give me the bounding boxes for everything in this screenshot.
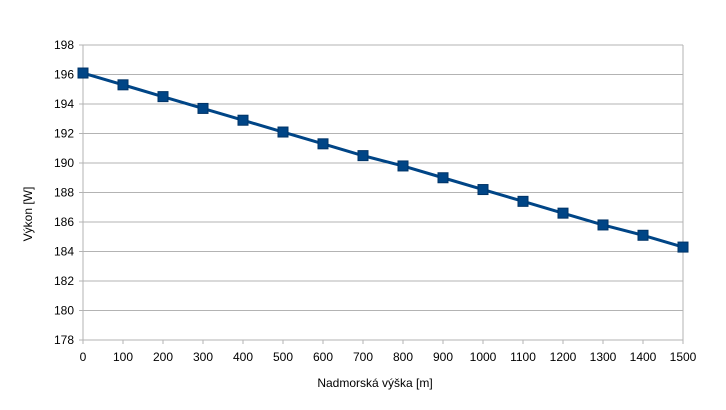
data-point xyxy=(477,184,489,196)
x-tick-label: 1200 xyxy=(550,350,577,364)
data-point xyxy=(117,79,129,91)
x-tick-label: 100 xyxy=(113,350,133,364)
y-tick-label: 182 xyxy=(54,274,74,288)
y-tick-label: 178 xyxy=(54,333,74,347)
data-point xyxy=(597,219,609,231)
y-tick-label: 188 xyxy=(54,186,74,200)
data-point xyxy=(677,241,689,253)
series-line xyxy=(82,71,684,249)
x-tick-label: 400 xyxy=(233,350,253,364)
data-point xyxy=(77,67,89,79)
x-tick-label: 1300 xyxy=(590,350,617,364)
y-tick-label: 192 xyxy=(54,127,74,141)
y-tick-label: 194 xyxy=(54,97,74,111)
x-tick-label: 0 xyxy=(80,350,87,364)
x-tick-label: 200 xyxy=(153,350,173,364)
tick-labels: 178 180 182 184 186 188 190 192 194 196 198 0 100 200… xyxy=(54,38,697,364)
data-point xyxy=(237,114,249,126)
x-tick-label: 900 xyxy=(433,350,453,364)
data-point xyxy=(397,160,409,172)
x-tick-label: 700 xyxy=(353,350,373,364)
y-axis-title: Výkon [W] xyxy=(21,187,35,242)
gridlines xyxy=(83,44,683,341)
x-tick-label: 500 xyxy=(273,350,293,364)
x-tick-label: 600 xyxy=(313,350,333,364)
x-tick-label: 800 xyxy=(393,350,413,364)
y-tick-label: 184 xyxy=(54,245,74,259)
x-tick-label: 1500 xyxy=(670,350,697,364)
series-layer xyxy=(77,67,689,253)
axes xyxy=(79,44,684,344)
data-point xyxy=(637,229,649,241)
x-tick-label: 1100 xyxy=(510,350,536,364)
data-point xyxy=(557,207,569,219)
data-point xyxy=(157,91,169,103)
y-tick-label: 186 xyxy=(54,215,74,229)
data-point xyxy=(517,195,529,207)
x-tick-label: 300 xyxy=(193,350,213,364)
data-point xyxy=(277,126,289,138)
data-point xyxy=(437,172,449,184)
y-tick-label: 198 xyxy=(54,38,74,52)
x-axis-title: Nadmorská výška [m] xyxy=(317,376,432,390)
data-point xyxy=(317,138,329,150)
y-tick-label: 196 xyxy=(54,68,74,82)
x-tick-label: 1000 xyxy=(470,350,497,364)
y-tick-label: 180 xyxy=(54,304,74,318)
data-point xyxy=(197,102,209,114)
x-tick-label: 1400 xyxy=(630,350,657,364)
data-point xyxy=(357,150,369,162)
y-tick-label: 190 xyxy=(54,156,74,170)
